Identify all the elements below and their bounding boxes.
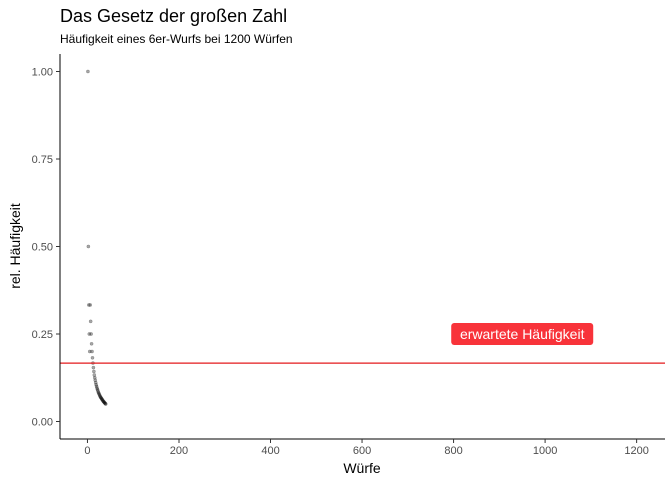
data-point <box>97 391 101 396</box>
data-point <box>100 397 104 402</box>
chart-subtitle: Häufigkeit eines 6er-Wurfs bei 1200 Würf… <box>60 32 293 46</box>
data-point <box>103 401 108 406</box>
data-point <box>95 386 99 391</box>
y-axis-ticks: 0.00 0.25 0.50 0.75 1.00 <box>32 67 60 429</box>
x-axis-title: Würfe <box>343 460 381 476</box>
data-point <box>96 390 101 395</box>
annotation-label: erwartete Häufigkeit <box>460 326 585 342</box>
data-point <box>86 69 90 74</box>
data-point <box>99 396 104 401</box>
data-points <box>86 69 108 406</box>
data-point <box>93 380 98 385</box>
data-point <box>103 402 108 406</box>
data-point <box>90 349 94 354</box>
data-point <box>92 373 97 377</box>
x-tick-label: 400 <box>261 445 279 457</box>
y-axis-title: rel. Häufigkeit <box>7 203 23 289</box>
data-point <box>93 378 98 383</box>
data-point <box>88 303 92 307</box>
data-point <box>87 332 92 336</box>
x-axis-ticks: 0 200 400 600 800 1000 1200 <box>84 439 649 457</box>
data-point <box>97 392 102 397</box>
data-point <box>91 365 96 370</box>
data-point <box>94 384 99 389</box>
y-tick-label: 0.75 <box>32 154 53 166</box>
x-tick-label: 200 <box>170 445 188 457</box>
data-point <box>89 341 94 346</box>
data-point <box>103 401 107 405</box>
y-tick-label: 0.25 <box>32 329 53 341</box>
data-point <box>89 332 93 336</box>
data-point <box>98 393 102 398</box>
x-tick-label: 1000 <box>533 445 557 457</box>
data-point <box>92 369 96 374</box>
data-point <box>95 387 100 392</box>
data-point <box>92 375 97 380</box>
annotation-box <box>451 323 594 345</box>
data-point <box>87 303 91 307</box>
chart-title: Das Gesetz der großen Zahl <box>60 6 287 26</box>
x-tick-label: 800 <box>444 445 462 457</box>
data-point <box>99 396 103 400</box>
y-tick-label: 0.00 <box>32 417 53 429</box>
expected-frequency-annotation: erwartete Häufigkeit <box>451 323 594 345</box>
data-point <box>94 382 98 387</box>
data-point <box>101 399 105 403</box>
data-point <box>101 399 106 404</box>
x-tick-label: 0 <box>84 445 90 457</box>
y-tick-label: 1.00 <box>32 67 53 79</box>
x-tick-label: 600 <box>353 445 371 457</box>
x-tick-label: 1200 <box>624 445 648 457</box>
data-point <box>96 389 100 393</box>
data-point <box>86 244 91 249</box>
data-point <box>102 400 106 404</box>
y-tick-label: 0.50 <box>32 242 53 254</box>
data-point <box>102 400 107 405</box>
data-point <box>98 395 103 400</box>
data-point <box>90 355 95 360</box>
data-point <box>100 398 105 402</box>
data-point <box>98 394 103 399</box>
data-point <box>87 349 92 354</box>
data-point <box>88 319 93 324</box>
